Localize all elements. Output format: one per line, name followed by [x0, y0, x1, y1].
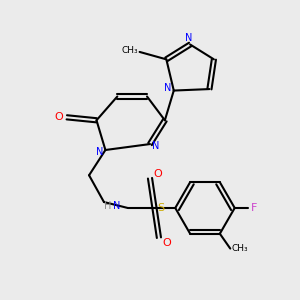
- Text: H: H: [104, 202, 111, 212]
- Text: N: N: [113, 202, 120, 212]
- Text: N: N: [152, 140, 159, 151]
- Text: N: N: [96, 147, 104, 158]
- Text: CH₃: CH₃: [122, 46, 138, 55]
- Text: N: N: [185, 33, 192, 43]
- Text: O: O: [54, 112, 63, 122]
- Text: F: F: [251, 203, 257, 213]
- Text: N: N: [164, 83, 171, 93]
- Text: CH₃: CH₃: [231, 244, 248, 253]
- Text: O: O: [162, 238, 171, 248]
- Text: S: S: [158, 203, 165, 213]
- Text: O: O: [153, 169, 162, 179]
